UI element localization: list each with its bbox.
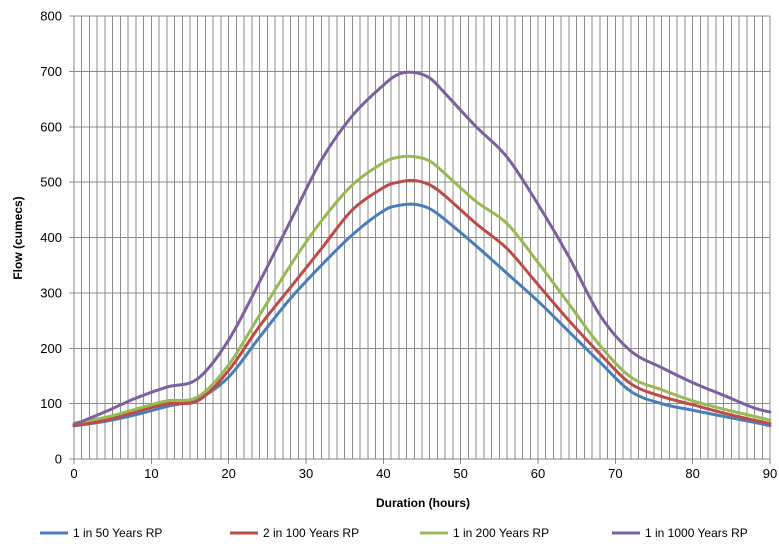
x-tick-label: 60	[531, 466, 545, 481]
x-tick-label: 40	[376, 466, 390, 481]
legend-label-2: 2 in 100 Years RP	[263, 526, 359, 540]
series-line-2	[72, 178, 772, 428]
x-tick-label: 10	[144, 466, 158, 481]
y-tick-label: 700	[40, 64, 62, 79]
legend-label-1: 1 in 50 Years RP	[73, 526, 162, 540]
tick-labels: 0 10 20 30 40 50 60 70 80 90 0 100 200 300 400 500 600 70…	[40, 9, 777, 482]
y-tick-label: 500	[40, 175, 62, 190]
y-tick-label: 400	[40, 230, 62, 245]
legend-label-4: 1 in 1000 Years RP	[645, 526, 748, 540]
series-line-3	[72, 154, 772, 425]
x-tick-label: 30	[299, 466, 313, 481]
x-tick-label: 70	[608, 466, 622, 481]
x-axis-title: Duration (hours)	[376, 496, 470, 510]
x-tick-label: 50	[453, 466, 467, 481]
y-axis-title: Flow (cumecs)	[11, 196, 25, 279]
y-tick-label: 300	[40, 285, 62, 300]
series-line-4	[72, 70, 772, 427]
x-tick-label: 90	[763, 466, 777, 481]
y-tick-label: 200	[40, 341, 62, 356]
x-tick-label: 20	[221, 466, 235, 481]
x-tick-label: 0	[70, 466, 77, 481]
series-lines	[72, 70, 772, 428]
y-tick-label: 0	[55, 452, 62, 467]
y-tick-label: 100	[40, 396, 62, 411]
x-tick-label: 80	[685, 466, 699, 481]
grid	[69, 15, 771, 464]
y-tick-label: 800	[40, 9, 62, 24]
legend-label-3: 1 in 200 Years RP	[453, 526, 549, 540]
y-tick-label: 600	[40, 119, 62, 134]
legend: 1 in 50 Years RP 2 in 100 Years RP 1 in 20…	[40, 526, 748, 540]
